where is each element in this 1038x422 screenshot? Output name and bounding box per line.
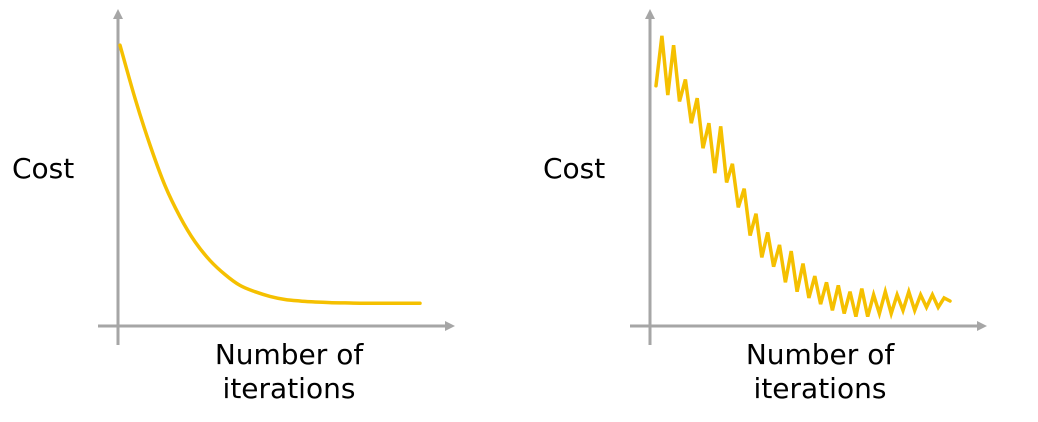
chart-2-y-label: Cost xyxy=(543,152,605,185)
chart-1-x-label-line-1: Number of xyxy=(215,338,365,371)
chart-2: Cost Number of iterations xyxy=(543,9,987,405)
chart-1-y-label: Cost xyxy=(12,152,74,185)
chart-1-cost-curve xyxy=(118,43,422,305)
chart-1: Cost Number of iterations xyxy=(12,9,455,405)
chart-2-cost-curve xyxy=(654,35,952,320)
chart-1-x-label-line-2: iterations xyxy=(223,372,356,405)
chart-2-x-label-line-1: Number of xyxy=(746,338,896,371)
chart-2-x-label-line-2: iterations xyxy=(754,372,887,405)
